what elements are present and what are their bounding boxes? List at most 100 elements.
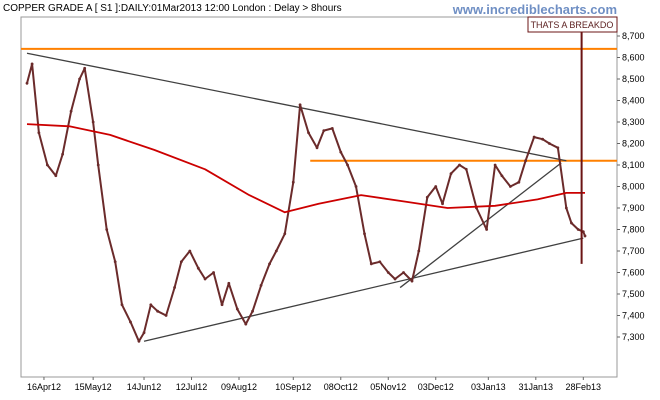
y-tick-label: 8,400 — [622, 96, 645, 106]
price-point — [517, 180, 521, 184]
y-tick-label: 8,500 — [622, 74, 645, 84]
price-point — [298, 103, 302, 107]
price-point — [564, 206, 568, 210]
x-tick-label: 03Dec12 — [418, 382, 454, 392]
price-point — [196, 266, 200, 270]
y-axis: 7,300 7,400 7,500 7,600 7,700 7,800 7,900 8,000… — [617, 31, 645, 342]
site-watermark: www.incrediblecharts.com — [452, 2, 617, 17]
price-line — [26, 63, 586, 343]
price-point — [203, 277, 207, 281]
price-point — [259, 284, 263, 287]
price-point — [173, 286, 176, 289]
annotation-label: THATS A BREAKDO — [531, 20, 614, 30]
price-point — [464, 167, 468, 171]
price-point — [425, 195, 429, 199]
x-tick-label: 05Nov12 — [370, 382, 406, 392]
x-tick-label: 28Feb13 — [566, 382, 602, 392]
price-point — [410, 279, 414, 283]
x-tick-label: 03Jan13 — [471, 382, 506, 392]
price-point — [96, 163, 100, 167]
chart-title: COPPER GRADE A [ S1 ]:DAILY:01Mar2013 12… — [3, 3, 342, 14]
price-point — [78, 77, 81, 81]
price-point — [105, 228, 109, 231]
price-point — [354, 185, 358, 188]
annotation-box — [527, 16, 618, 33]
price-point — [500, 174, 504, 178]
price-point — [30, 62, 34, 66]
price-point — [188, 249, 192, 253]
breakdown-annotation: THATS A BREAKDO — [527, 16, 618, 264]
y-tick-label: 7,800 — [622, 225, 645, 235]
price-point — [386, 271, 390, 274]
price-point — [137, 339, 141, 343]
price-point — [315, 146, 319, 150]
price-point — [532, 135, 536, 139]
price-point — [113, 260, 117, 264]
y-tick-label: 7,900 — [622, 203, 645, 213]
price-point — [120, 303, 124, 307]
price-point — [54, 174, 58, 178]
price-point — [69, 109, 73, 113]
x-tick-label: 14Jun12 — [127, 382, 162, 392]
y-tick-label: 8,600 — [622, 53, 645, 63]
x-tick-label: 16Apr12 — [27, 382, 61, 392]
price-point — [244, 322, 248, 326]
price-point — [378, 260, 382, 264]
price-point — [576, 228, 580, 231]
price-point — [508, 185, 512, 188]
price-point — [339, 150, 343, 154]
price-point — [149, 303, 153, 307]
price-point — [268, 262, 271, 266]
x-tick-label: 09Aug12 — [221, 382, 257, 392]
price-point — [129, 320, 132, 324]
price-point — [441, 202, 444, 206]
y-tick-label: 8,000 — [622, 182, 645, 192]
y-tick-label: 7,700 — [622, 246, 645, 256]
y-tick-label: 7,300 — [622, 332, 645, 342]
y-tick-label: 8,300 — [622, 117, 645, 127]
price-point — [346, 163, 349, 167]
price-point — [235, 307, 239, 311]
y-tick-label: 8,700 — [622, 31, 645, 41]
price-point — [393, 277, 397, 281]
price-point — [583, 234, 587, 238]
y-tick-label: 8,100 — [622, 160, 645, 170]
y-tick-label: 7,600 — [622, 268, 645, 278]
price-point — [251, 309, 254, 313]
trend-lines — [26, 52, 584, 342]
price-point — [449, 172, 453, 176]
price-point — [291, 180, 295, 184]
price-point — [307, 131, 310, 135]
x-tick-label: 31Jan13 — [519, 382, 554, 392]
y-tick-label: 7,400 — [622, 311, 645, 321]
price-point — [570, 221, 573, 225]
trend-line — [143, 237, 584, 342]
price-point — [524, 159, 528, 163]
price-point — [547, 142, 551, 145]
price-point — [402, 271, 405, 274]
price-point — [369, 262, 373, 266]
price-point — [493, 163, 497, 167]
price-point — [541, 137, 544, 141]
price-point — [458, 163, 461, 167]
price-point — [156, 309, 159, 313]
moving-average-line — [26, 123, 585, 214]
price-point — [83, 66, 87, 70]
series-layer — [25, 62, 587, 343]
price-point — [45, 163, 49, 167]
price-point — [434, 185, 438, 188]
trend-line — [399, 162, 562, 289]
trend-line — [26, 52, 567, 162]
price-point — [142, 331, 146, 335]
price-point — [283, 232, 287, 236]
x-axis: 16Apr12 15May12 14Jun12 12Jul12 09Aug12 10Sep… — [27, 377, 601, 392]
y-tick-label: 7,500 — [622, 289, 645, 299]
price-point — [179, 260, 183, 264]
price-point — [363, 232, 366, 236]
price-point — [164, 314, 168, 317]
y-tick-label: 8,200 — [622, 139, 645, 149]
x-tick-label: 15May12 — [75, 382, 112, 392]
price-point — [274, 249, 278, 253]
price-point — [91, 120, 95, 124]
